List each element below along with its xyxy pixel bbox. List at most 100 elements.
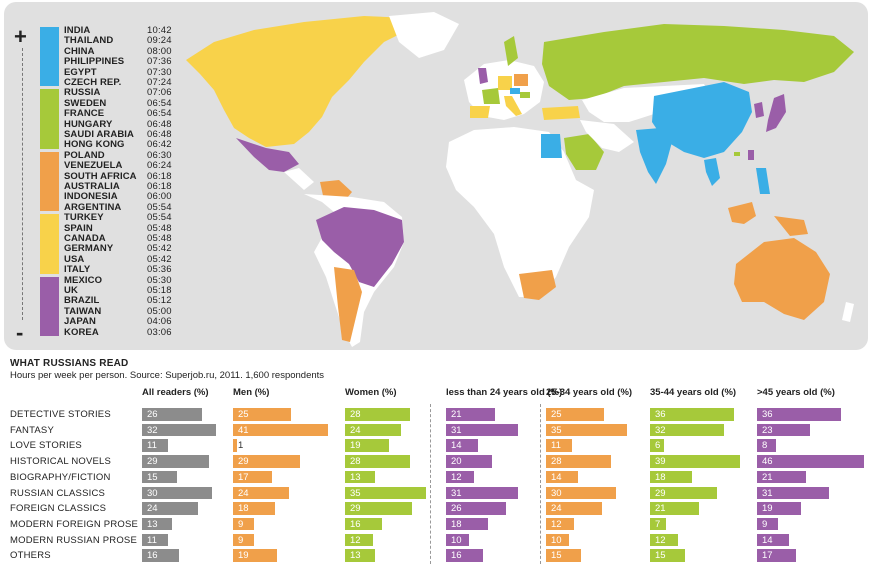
legend-color-block xyxy=(40,151,59,212)
country-reading-time: 05:12 xyxy=(147,295,172,307)
bar xyxy=(142,439,168,452)
bar xyxy=(345,549,376,562)
country-name: GERMANY xyxy=(64,243,114,255)
category-label: BIOGRAPHY/FICTION xyxy=(10,471,111,483)
bar-value-label: 26 xyxy=(451,503,462,515)
bar xyxy=(446,408,495,421)
bar-value-label: 25 xyxy=(238,409,249,420)
bar-value-label: 32 xyxy=(655,424,666,436)
poland-region xyxy=(514,74,528,86)
philippines-region xyxy=(756,168,770,194)
legend-country-row: JAPAN 04:06 xyxy=(64,316,184,328)
france-region xyxy=(482,88,500,104)
chart-title: WHAT RUSSIANS READ xyxy=(10,358,129,369)
country-reading-time: 05:54 xyxy=(147,201,172,213)
saudi-arabia-region xyxy=(564,134,604,170)
bar xyxy=(345,517,383,531)
country-name: SWEDEN xyxy=(64,97,107,109)
country-name: POLAND xyxy=(64,149,105,161)
legend-country-row: GERMANY 05:42 xyxy=(64,243,184,255)
category-label: HISTORICAL NOVELS xyxy=(10,456,112,468)
turkey-region xyxy=(542,106,580,120)
bar xyxy=(446,423,518,437)
bar-value-label: 16 xyxy=(451,550,462,562)
country-reading-time: 05:00 xyxy=(147,305,172,317)
bar xyxy=(757,408,841,421)
bar xyxy=(757,470,806,484)
bar xyxy=(757,423,811,437)
bar xyxy=(546,533,570,547)
country-reading-time: 05:42 xyxy=(147,253,172,265)
country-reading-time: 07:06 xyxy=(147,87,172,99)
bar-value-label: 12 xyxy=(655,534,666,546)
bar-value-label: 7 xyxy=(655,518,661,530)
country-name: KOREA xyxy=(64,326,99,338)
japan-region xyxy=(766,94,786,132)
bar-value-label: 26 xyxy=(147,409,158,420)
country-reading-time: 07:30 xyxy=(147,66,172,78)
middle-east-region xyxy=(580,120,634,152)
country-name: RUSSIA xyxy=(64,87,101,99)
korea-region xyxy=(754,102,764,118)
bar-value-label: 8 xyxy=(762,440,768,452)
country-reading-time: 06:48 xyxy=(147,129,172,140)
bar-value-label: 6 xyxy=(655,440,661,452)
legend-country-row: HONG KONG 06:42 xyxy=(64,139,184,151)
bar-value-label: 28 xyxy=(350,456,361,468)
russia-region xyxy=(542,24,854,100)
bar-value-label: 20 xyxy=(451,456,462,468)
series-header: >45 years old (%) xyxy=(757,387,835,398)
plus-sign: + xyxy=(14,24,27,49)
world-map-panel: + - INDIA 10:42 THAILAND 09:24 CHINA 08:00 PHI… xyxy=(4,2,868,350)
legend-color-block xyxy=(40,214,59,274)
country-reading-time: 05:36 xyxy=(147,264,172,276)
country-reading-time: 06:42 xyxy=(147,139,172,151)
bar-value-label: 14 xyxy=(451,440,462,452)
bar-value-label: 39 xyxy=(655,456,666,468)
bar xyxy=(233,439,237,452)
bar-value-label: 28 xyxy=(551,456,562,468)
central-america-region xyxy=(284,168,314,190)
country-name: PHILIPPINES xyxy=(64,56,125,68)
bar-value-label: 13 xyxy=(147,518,158,530)
new-zealand-region xyxy=(842,302,854,322)
bar xyxy=(757,502,802,515)
legend-country-row: SPAIN 05:48 xyxy=(64,223,184,234)
bar xyxy=(233,549,278,562)
country-reading-time: 05:42 xyxy=(147,243,172,255)
bar-value-label: 29 xyxy=(238,456,249,468)
bar-value-label: 15 xyxy=(551,550,562,562)
country-name: JAPAN xyxy=(64,316,96,328)
brazil-region xyxy=(316,207,404,287)
bar xyxy=(345,502,413,515)
thailand-region xyxy=(704,158,720,186)
bar-value-label: 36 xyxy=(762,409,773,420)
bar-value-label: 11 xyxy=(551,440,561,452)
hong-kong-region xyxy=(734,152,740,156)
uk-region xyxy=(478,68,488,84)
bar xyxy=(546,455,611,468)
bar-value-label: 29 xyxy=(350,503,361,515)
legend-country-row: CANADA 05:48 xyxy=(64,233,184,244)
bar xyxy=(446,517,488,531)
category-label: DETECTIVE STORIES xyxy=(10,409,111,420)
legend-country-row: USA 05:42 xyxy=(64,253,184,265)
bar-value-label: 28 xyxy=(350,409,361,420)
bar-value-label: 18 xyxy=(238,503,249,515)
country-name: TAIWAN xyxy=(64,305,102,317)
country-name: ITALY xyxy=(64,264,91,276)
mexico-region xyxy=(236,138,299,172)
bar xyxy=(757,439,776,452)
bar xyxy=(757,455,864,468)
bar xyxy=(142,423,217,437)
south-africa-region xyxy=(519,270,556,300)
bar-value-label: 21 xyxy=(762,471,773,483)
bar xyxy=(546,486,616,499)
legend-country-row: CZECH REP. 07:24 xyxy=(64,77,184,88)
country-name: FRANCE xyxy=(64,108,105,120)
category-label: RUSSIAN CLASSICS xyxy=(10,487,106,499)
greenland-region xyxy=(389,12,459,58)
bar-value-label: 17 xyxy=(238,471,249,483)
country-name: USA xyxy=(64,253,85,265)
legend-country-row: SOUTH AFRICA 06:18 xyxy=(64,171,184,182)
